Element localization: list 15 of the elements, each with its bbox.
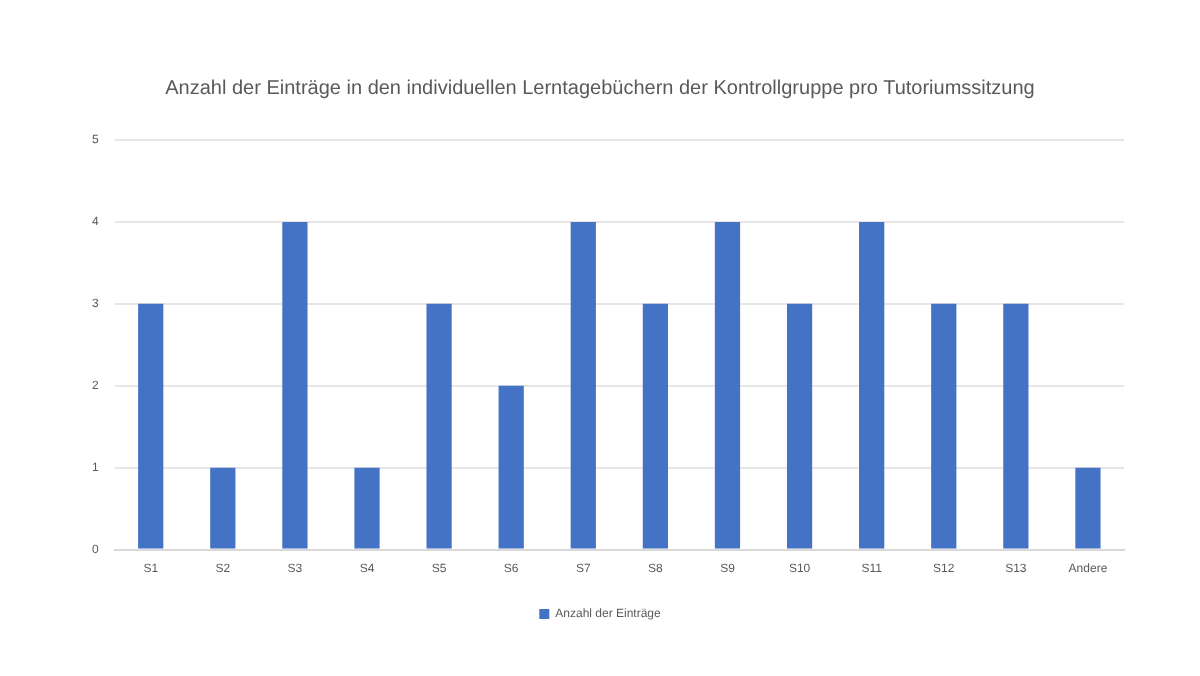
chart-title: Anzahl der Einträge in den individuellen Lerntagebüchern der Kontrollgruppe pro Tutoriumssitzung xyxy=(165,77,1035,100)
bar xyxy=(498,385,524,549)
bar xyxy=(859,221,885,549)
bar xyxy=(138,303,164,549)
bar xyxy=(1075,467,1101,549)
bar xyxy=(642,303,668,549)
bar xyxy=(786,303,813,549)
bar xyxy=(282,221,308,549)
bar xyxy=(210,467,236,549)
bar xyxy=(714,221,741,549)
bar xyxy=(426,303,452,549)
bar xyxy=(570,221,596,549)
bar xyxy=(354,467,380,549)
bar xyxy=(931,303,957,549)
bar xyxy=(1003,303,1029,549)
